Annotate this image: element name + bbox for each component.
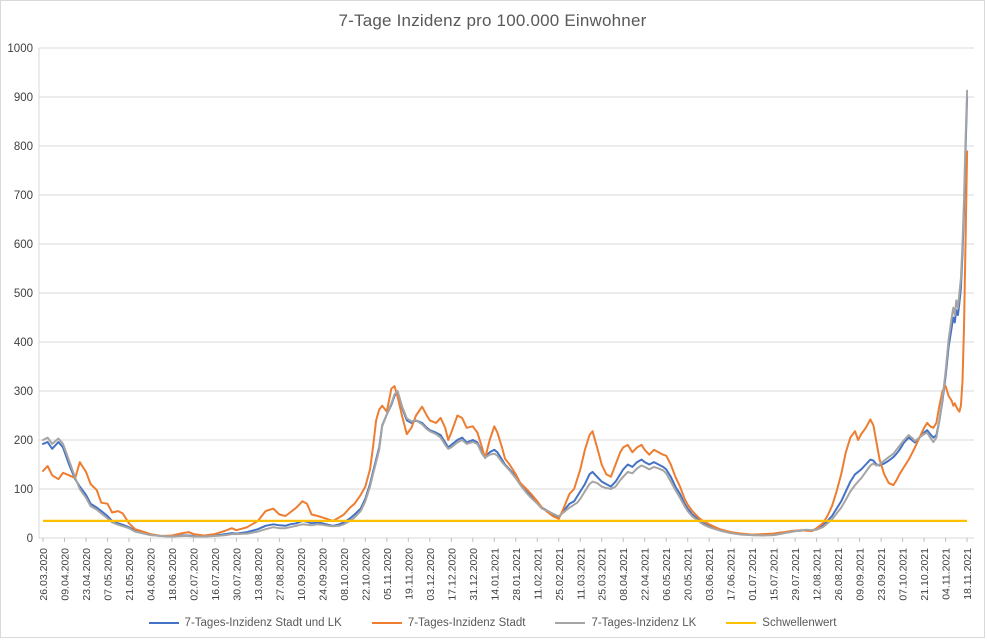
x-tick-label-24.09.2020: 24.09.2020 bbox=[317, 548, 329, 601]
legend-item: 7-Tages-Inzidenz LK bbox=[555, 617, 696, 629]
legend-label: 7-Tages-Inzidenz LK bbox=[591, 617, 697, 629]
x-tick-label-18.06.2020: 18.06.2020 bbox=[167, 548, 179, 601]
legend-label: 7-Tages-Inzidenz Stadt bbox=[407, 617, 526, 629]
legend-line-swatch bbox=[148, 622, 179, 624]
x-tick-label-04.06.2020: 04.06.2020 bbox=[145, 548, 157, 601]
y-tick-label-500: 500 bbox=[14, 288, 33, 300]
y-tick-label-600: 600 bbox=[14, 239, 33, 251]
x-tick-label-18.11.2021: 18.11.2021 bbox=[962, 548, 974, 600]
y-tick-label-100: 100 bbox=[14, 484, 33, 496]
legend-item: 7-Tages-Inzidenz Stadt bbox=[371, 617, 526, 629]
chart-legend: 7-Tages-Inzidenz Stadt und LK 7-Tages-Inz… bbox=[1, 617, 984, 629]
x-tick-label-11.02.2021: 11.02.2021 bbox=[532, 548, 544, 600]
x-tick-label-29.07.2021: 29.07.2021 bbox=[790, 548, 802, 601]
x-tick-label-15.07.2021: 15.07.2021 bbox=[769, 548, 781, 601]
x-tick-label-10.09.2020: 10.09.2020 bbox=[296, 548, 308, 601]
x-tick-label-06.05.2021: 06.05.2021 bbox=[661, 548, 673, 601]
x-tick-label-03.12.2020: 03.12.2020 bbox=[425, 548, 437, 601]
legend-label: 7-Tages-Inzidenz Stadt und LK bbox=[184, 617, 342, 629]
x-tick-label-21.10.2021: 21.10.2021 bbox=[919, 548, 931, 601]
x-tick-label-19.11.2020: 19.11.2020 bbox=[403, 548, 415, 600]
y-tick-label-700: 700 bbox=[14, 190, 33, 202]
x-tick-label-25.03.2021: 25.03.2021 bbox=[597, 548, 609, 601]
legend-item: Schwellenwert bbox=[726, 617, 836, 629]
x-tick-label-16.07.2020: 16.07.2020 bbox=[210, 548, 222, 601]
x-tick-label-07.10.2021: 07.10.2021 bbox=[898, 548, 910, 601]
x-tick-label-20.05.2021: 20.05.2021 bbox=[683, 548, 695, 601]
chart-title: 7-Tage Inzidenz pro 100.000 Einwohner bbox=[338, 11, 647, 30]
x-tick-label-07.05.2020: 07.05.2020 bbox=[102, 548, 114, 601]
x-tick-label-27.08.2020: 27.08.2020 bbox=[274, 548, 286, 601]
series-line-2 bbox=[42, 150, 969, 537]
legend-line-swatch bbox=[555, 622, 586, 624]
x-tick-label-02.07.2020: 02.07.2020 bbox=[188, 548, 200, 601]
y-tick-label-800: 800 bbox=[14, 141, 33, 153]
y-tick-label-400: 400 bbox=[14, 337, 33, 349]
legend-label: Schwellenwert bbox=[762, 617, 837, 629]
x-tick-label-17.06.2021: 17.06.2021 bbox=[726, 548, 738, 601]
x-tick-label-22.04.2021: 22.04.2021 bbox=[640, 548, 652, 601]
legend-item: 7-Tages-Inzidenz Stadt und LK bbox=[148, 617, 342, 629]
x-tick-label-17.12.2020: 17.12.2020 bbox=[446, 548, 458, 601]
x-tick-label-31.12.2020: 31.12.2020 bbox=[468, 548, 480, 601]
x-tick-label-28.01.2021: 28.01.2021 bbox=[511, 548, 523, 601]
x-tick-label-13.08.2020: 13.08.2020 bbox=[253, 548, 265, 601]
x-tick-label-09.04.2020: 09.04.2020 bbox=[59, 548, 71, 601]
y-tick-label-200: 200 bbox=[14, 435, 33, 447]
x-tick-label-21.05.2020: 21.05.2020 bbox=[124, 548, 136, 601]
x-tick-label-25.02.2021: 25.02.2021 bbox=[554, 548, 566, 601]
legend-line-swatch bbox=[371, 622, 402, 624]
legend-line-swatch bbox=[726, 622, 757, 624]
x-tick-label-14.01.2021: 14.01.2021 bbox=[489, 548, 501, 601]
x-tick-label-11.03.2021: 11.03.2021 bbox=[575, 548, 587, 600]
series-line-3 bbox=[42, 89, 969, 538]
x-tick-label-12.08.2021: 12.08.2021 bbox=[812, 548, 824, 601]
x-tick-label-05.11.2020: 05.11.2020 bbox=[382, 548, 394, 600]
y-tick-label-300: 300 bbox=[14, 386, 33, 398]
x-tick-label-09.09.2021: 09.09.2021 bbox=[855, 548, 867, 601]
x-tick-label-08.10.2020: 08.10.2020 bbox=[339, 548, 351, 601]
y-tick-label-1000: 1000 bbox=[7, 43, 33, 55]
x-tick-label-23.04.2020: 23.04.2020 bbox=[81, 548, 93, 601]
x-tick-label-23.09.2021: 23.09.2021 bbox=[876, 548, 888, 601]
y-tick-label-0: 0 bbox=[27, 533, 33, 545]
x-tick-label-30.07.2020: 30.07.2020 bbox=[231, 548, 243, 601]
y-tick-label-900: 900 bbox=[14, 92, 33, 104]
x-tick-label-26.08.2021: 26.08.2021 bbox=[833, 548, 845, 601]
x-tick-label-08.04.2021: 08.04.2021 bbox=[618, 548, 630, 601]
x-tick-label-01.07.2021: 01.07.2021 bbox=[747, 548, 759, 601]
x-tick-label-26.03.2020: 26.03.2020 bbox=[38, 548, 50, 601]
x-tick-label-03.06.2021: 03.06.2021 bbox=[704, 548, 716, 601]
x-tick-label-22.10.2020: 22.10.2020 bbox=[360, 548, 372, 601]
x-tick-label-04.11.2021: 04.11.2021 bbox=[941, 548, 953, 600]
series-line-1 bbox=[42, 96, 969, 538]
